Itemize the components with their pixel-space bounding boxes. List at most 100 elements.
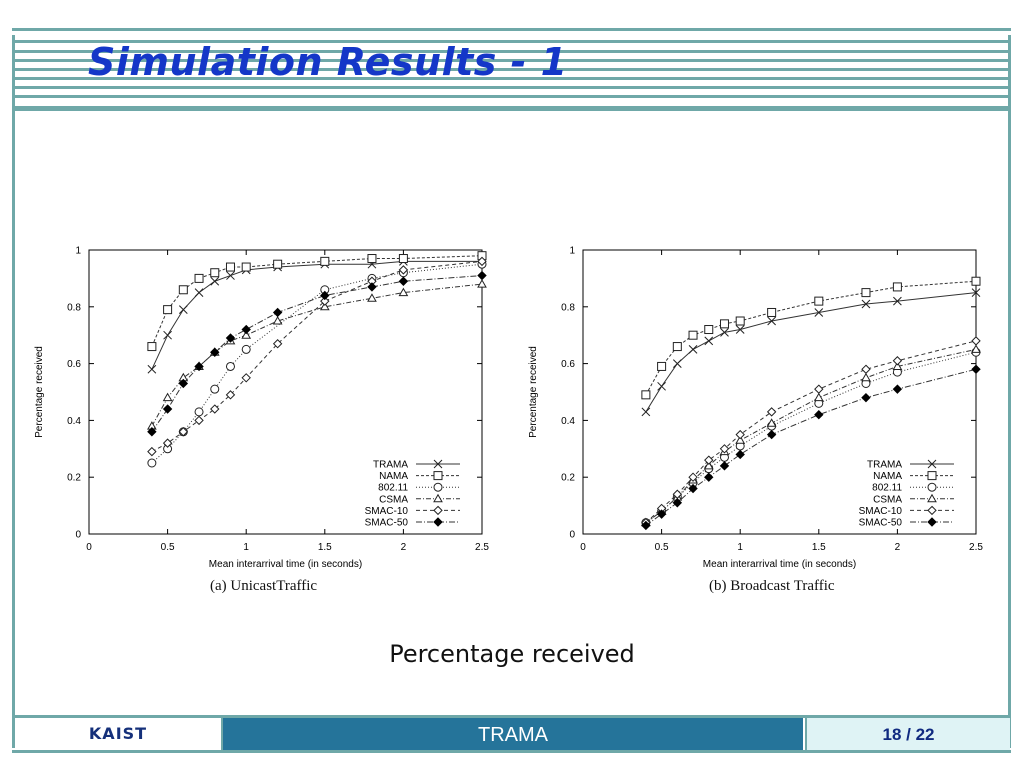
data-point [163, 330, 172, 340]
data-point [672, 359, 682, 368]
frame-left-border [12, 35, 15, 748]
data-point [194, 415, 204, 426]
data-point [225, 262, 235, 272]
y-tick-label: 0 [75, 530, 81, 541]
data-point [225, 333, 236, 343]
y-tick-label: 0.4 [561, 416, 575, 427]
data-point [814, 384, 824, 394]
data-point [861, 364, 871, 374]
data-point [971, 344, 981, 353]
series-nama [641, 276, 981, 400]
data-point [656, 509, 667, 519]
data-point [767, 307, 777, 317]
data-point [272, 315, 283, 325]
chart-caption-broadcast: (b) Broadcast Traffic [709, 578, 835, 594]
data-point [971, 276, 981, 286]
data-point [162, 392, 173, 402]
series-line [645, 340, 977, 524]
data-point [672, 498, 683, 508]
data-point [704, 325, 714, 335]
data-point [477, 256, 487, 267]
series-smac-10 [147, 256, 487, 457]
data-point [210, 276, 220, 286]
data-point [210, 404, 220, 414]
data-point [178, 378, 189, 389]
data-point [688, 330, 698, 340]
series-line [645, 292, 977, 413]
data-point [704, 472, 714, 482]
y-tick-label: 0.8 [561, 302, 575, 313]
data-point [720, 328, 729, 337]
data-point [178, 427, 189, 437]
data-point [225, 361, 235, 371]
legend-label: CSMA [873, 494, 902, 505]
series-line [151, 263, 483, 464]
x-tick-label: 2.5 [969, 542, 983, 553]
data-point [241, 262, 251, 272]
data-point [672, 342, 682, 352]
legend-label: TRAMA [867, 460, 902, 471]
chart-unicast: 0 0.5 1 1.5 2 2.5 0 0.2 0.4 0.6 0.8 1 Mean interarri… [34, 246, 489, 571]
data-point [703, 460, 714, 470]
data-point [398, 276, 409, 286]
data-point [892, 384, 903, 394]
data-point [641, 520, 651, 531]
data-point [241, 330, 252, 339]
series-line [151, 255, 483, 347]
data-point [194, 273, 204, 283]
data-point [971, 288, 981, 297]
data-point [273, 259, 283, 269]
y-tick-label: 0 [569, 530, 575, 541]
data-point [194, 407, 204, 417]
legend-marker [433, 517, 443, 527]
y-axis-label: Percentage received [34, 346, 45, 438]
data-point [719, 461, 730, 471]
data-point [861, 372, 871, 382]
data-point [814, 296, 824, 306]
y-tick-label: 0.6 [67, 359, 81, 370]
data-point [719, 319, 729, 329]
data-point [367, 293, 377, 302]
data-point [657, 381, 666, 391]
data-point [178, 305, 188, 314]
data-point [147, 427, 157, 437]
data-point [194, 288, 204, 297]
data-point [688, 483, 698, 494]
data-point [225, 390, 236, 400]
slide-title: Simulation Results - 1 [88, 40, 568, 84]
legend-marker [433, 459, 443, 469]
legend-marker [927, 471, 937, 481]
legend-label: NAMA [379, 471, 408, 482]
legend-marker [927, 493, 937, 503]
legend-marker [433, 482, 443, 492]
series-line [151, 275, 483, 433]
data-point [398, 254, 408, 264]
data-point [477, 279, 487, 288]
x-tick-label: 0.5 [655, 542, 669, 553]
legend-marker [927, 505, 937, 516]
kaist-logo: KAIST [88, 724, 148, 743]
data-point [892, 356, 903, 366]
data-point [147, 446, 157, 457]
x-tick-label: 1 [243, 542, 249, 553]
y-axis-label: Percentage received [528, 346, 539, 438]
data-point [367, 254, 377, 264]
series-smac-50 [147, 270, 487, 437]
x-tick-label: 2.5 [475, 542, 489, 553]
footer-bottom-border [12, 750, 1011, 753]
series-line [151, 260, 482, 370]
data-point [398, 287, 409, 297]
legend-label: SMAC-10 [365, 506, 409, 517]
x-tick-label: 1.5 [812, 542, 826, 553]
series-nama [147, 251, 487, 352]
legend-label: TRAMA [373, 460, 408, 471]
legend-marker [927, 482, 937, 492]
data-point [657, 361, 667, 371]
data-point [766, 407, 777, 417]
footer-top-border [12, 715, 1011, 718]
data-point [226, 271, 235, 280]
series-smac-50 [641, 364, 981, 531]
data-point [814, 410, 824, 420]
legend-marker [433, 471, 443, 481]
data-point [398, 265, 409, 275]
